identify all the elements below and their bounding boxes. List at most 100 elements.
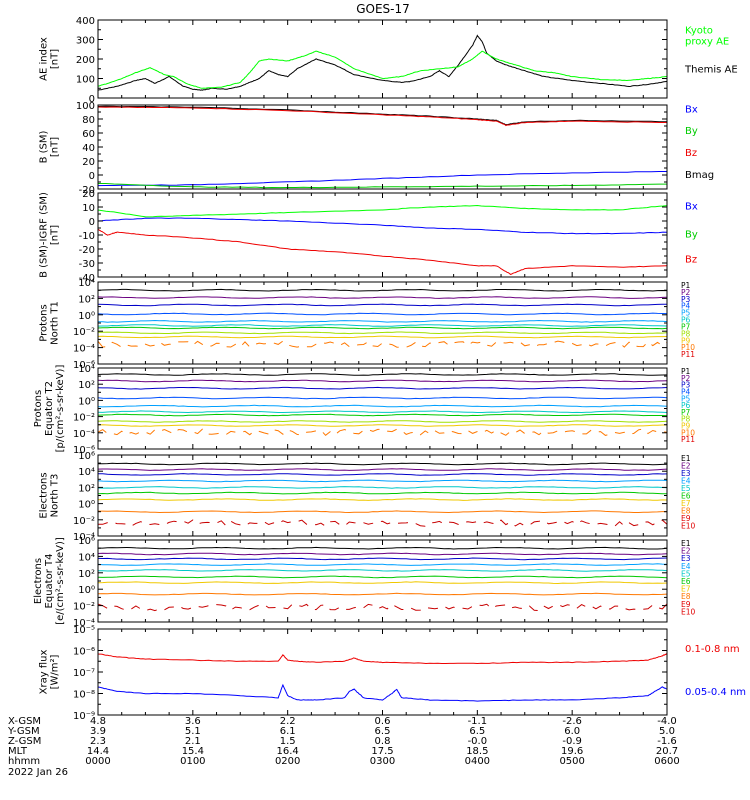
y-tick-label: 10⁴	[78, 552, 95, 563]
y-tick-label: 10⁰	[78, 585, 95, 596]
y-tick-label: 100	[76, 75, 95, 86]
y-axis-label: Protons	[39, 304, 50, 341]
legend-entry: P1	[681, 281, 691, 290]
footer-value: 0100	[180, 756, 205, 767]
y-tick-label: 10⁻⁶	[73, 445, 95, 456]
y-tick-label: 10⁻²	[73, 602, 95, 613]
y-tick-label: -10	[79, 231, 95, 242]
y-tick-label: 10⁻⁵	[73, 625, 95, 636]
legend-entry: 0.05-0.4 nm	[685, 687, 746, 698]
legend-entry: P9	[681, 422, 691, 431]
panel-xray: 10⁻⁹ 10⁻⁸ 10⁻⁷ 10⁻⁶ 10⁻⁵ Xray flux [W/m²] 0.1-0…	[39, 625, 747, 722]
series-bx	[97, 217, 668, 235]
footer-value: 2.3	[90, 736, 106, 747]
panel-p_t1: 10⁻⁶ 10⁻⁴ 10⁻² 10⁰ 10² 10⁴ Protons North T1 P1P2…	[39, 278, 696, 371]
footer-row-label: MLT	[8, 746, 28, 757]
footer-value: 18.5	[466, 746, 488, 757]
footer-value: 6.5	[469, 726, 485, 737]
y-tick-label: -40	[79, 273, 95, 284]
y-tick-label: 10⁰	[78, 500, 95, 511]
y-tick-label: 200	[76, 55, 95, 66]
y-tick-label: 10²	[78, 294, 95, 305]
legend-entry: P3	[681, 381, 691, 390]
y-tick-label: 10⁻⁴	[73, 429, 95, 440]
footer-row-label: Y-GSM	[7, 726, 40, 737]
legend-entry: Bx	[685, 202, 698, 213]
footer-value: 0400	[465, 756, 490, 767]
series-bx	[97, 171, 667, 187]
footer-value: -1.1	[468, 716, 488, 727]
series-e6	[97, 491, 668, 495]
footer-row-label: X-GSM	[8, 716, 41, 727]
series-p5	[97, 319, 668, 323]
legend-entry: E1	[681, 454, 691, 463]
y-tick-label: 10⁶	[78, 451, 95, 462]
series-p7	[97, 326, 668, 330]
legend-entry: P3	[681, 295, 691, 304]
footer-value: 3.9	[90, 726, 106, 737]
legend-entry: P5	[681, 394, 691, 403]
y-tick-label: 300	[76, 36, 95, 47]
plot-title: GOES-17	[356, 2, 410, 16]
series-themis-ae	[97, 34, 668, 91]
series-e8	[98, 510, 667, 514]
legend-entry: E3	[681, 469, 691, 478]
legend-entry: P4	[681, 387, 691, 396]
y-tick-label: 400	[76, 16, 95, 27]
series-p8	[97, 331, 668, 335]
footer-value: 4.8	[90, 716, 106, 727]
series-p2	[97, 296, 668, 299]
legend-entry: P7	[681, 322, 691, 331]
legend-entry: E8	[681, 507, 691, 516]
series-e2	[97, 468, 668, 471]
y-tick-label: 80	[82, 115, 95, 126]
series-e3	[97, 557, 668, 561]
legend-entry: P11	[681, 350, 695, 359]
legend-entry: E5	[681, 484, 691, 493]
legend-entry: E7	[681, 499, 691, 508]
legend-entry: E6	[681, 492, 691, 501]
series-by	[97, 204, 668, 218]
series-p4	[97, 312, 668, 316]
y-tick-label: 10⁻⁶	[73, 647, 95, 658]
y-tick-label: 10⁻⁴	[73, 618, 95, 629]
series-e5	[97, 486, 668, 489]
legend-entry: Kyoto	[685, 25, 713, 36]
footer-value: 20.7	[656, 746, 678, 757]
y-tick-label: 10⁻⁷	[73, 668, 95, 679]
y-axis-label: B (SM)	[39, 130, 50, 163]
series-e9	[97, 603, 668, 612]
series-p1	[97, 288, 668, 292]
series-p1	[97, 373, 668, 376]
series-e2	[97, 552, 668, 556]
footer-value: 6.0	[564, 726, 580, 737]
series-kyoto-proxy-ae	[97, 50, 668, 89]
y-tick-label: 10⁻⁴	[73, 344, 95, 355]
panel-frame	[97, 454, 668, 537]
legend-entry: E9	[681, 600, 691, 609]
legend-entry: E10	[681, 607, 696, 616]
footer-value: 3.6	[185, 716, 201, 727]
footer-value: 17.5	[371, 746, 393, 757]
legend-entry: P6	[681, 401, 691, 410]
legend-entry: P1	[681, 367, 691, 376]
legend-entry: E2	[681, 462, 691, 471]
legend-entry: E7	[681, 585, 691, 594]
footer-value: -4.0	[657, 716, 677, 727]
legend-entry: P9	[681, 336, 691, 345]
y-tick-label: -20	[79, 245, 95, 256]
legend-entry: P2	[681, 288, 691, 297]
y-tick-label: 10⁻²	[73, 327, 95, 338]
series-0-05-0-4-nm	[97, 683, 668, 702]
y-axis-label: [nT]	[50, 137, 61, 157]
series-p6	[97, 324, 668, 327]
series-p9	[97, 424, 667, 427]
legend-entry: Bx	[685, 104, 698, 115]
y-tick-label: 10⁻⁹	[73, 711, 95, 722]
y-tick-label: 10²	[78, 380, 95, 391]
footer-value: 0300	[370, 756, 395, 767]
y-axis-label: Xray flux	[39, 650, 50, 695]
footer-value: -1.6	[657, 736, 677, 747]
